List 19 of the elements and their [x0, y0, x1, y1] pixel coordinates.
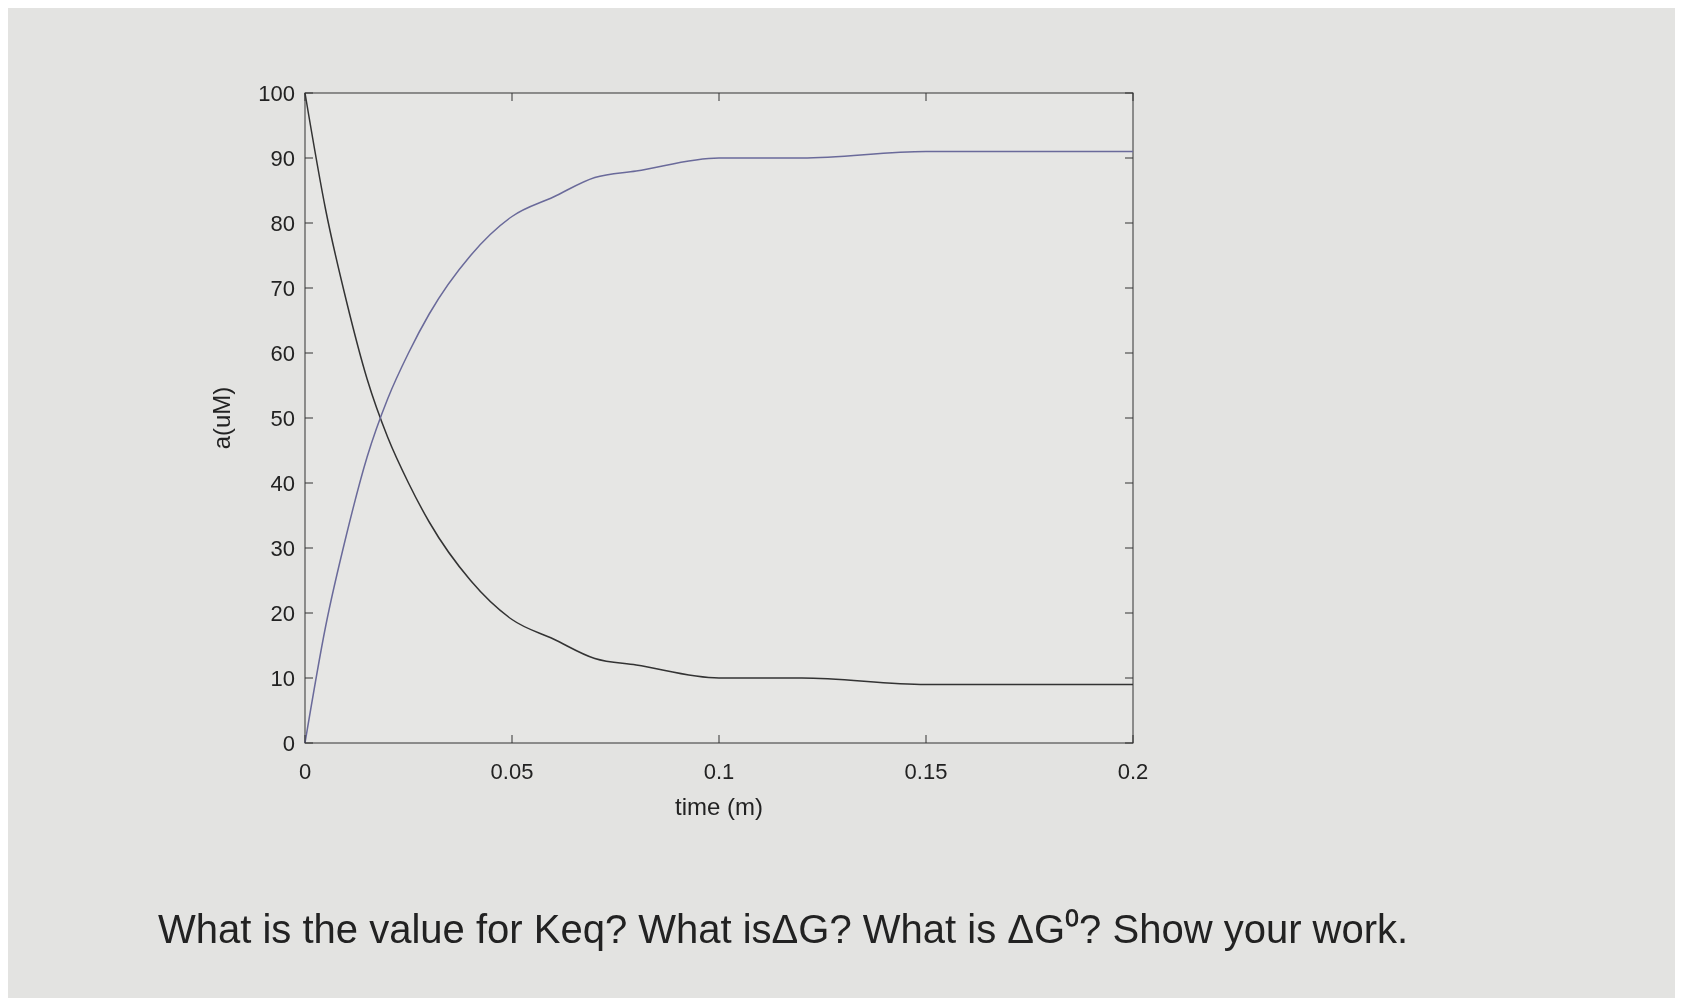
x-tick-label: 0.2 — [1117, 759, 1149, 784]
y-tick-label: 70 — [270, 275, 295, 301]
x-tick-label: 0.15 — [904, 759, 948, 784]
x-tick-label: 0.1 — [703, 759, 735, 784]
y-tick-label: 80 — [270, 210, 295, 236]
y-tick-label: 0 — [282, 730, 295, 756]
y-tick-label: 100 — [258, 80, 295, 106]
y-tick-label: 20 — [270, 600, 295, 626]
y-tick-label: 40 — [270, 470, 295, 496]
text: What is the value for Keq? What isΔG? What is ΔG⁰? Show your work. — [158, 907, 1409, 951]
y-tick-label: 50 — [270, 405, 295, 431]
y-tick-label: 90 — [270, 145, 295, 171]
y-tick-label: 60 — [270, 340, 295, 366]
x-tick-label: 0 — [298, 759, 312, 784]
y-tick-label: 30 — [270, 535, 295, 561]
x-axis-title: time (m) — [675, 793, 763, 820]
y-axis-title: a(uM) — [208, 386, 235, 450]
y-tick-label: 10 — [270, 665, 295, 691]
x-tick-label: 0.05 — [490, 759, 534, 784]
